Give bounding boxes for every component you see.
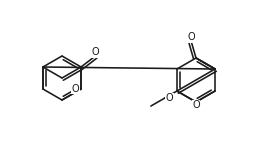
Text: O: O [166,93,173,103]
Text: O: O [192,100,200,110]
Text: O: O [187,32,195,42]
Text: O: O [72,84,79,94]
Text: O: O [92,48,99,57]
